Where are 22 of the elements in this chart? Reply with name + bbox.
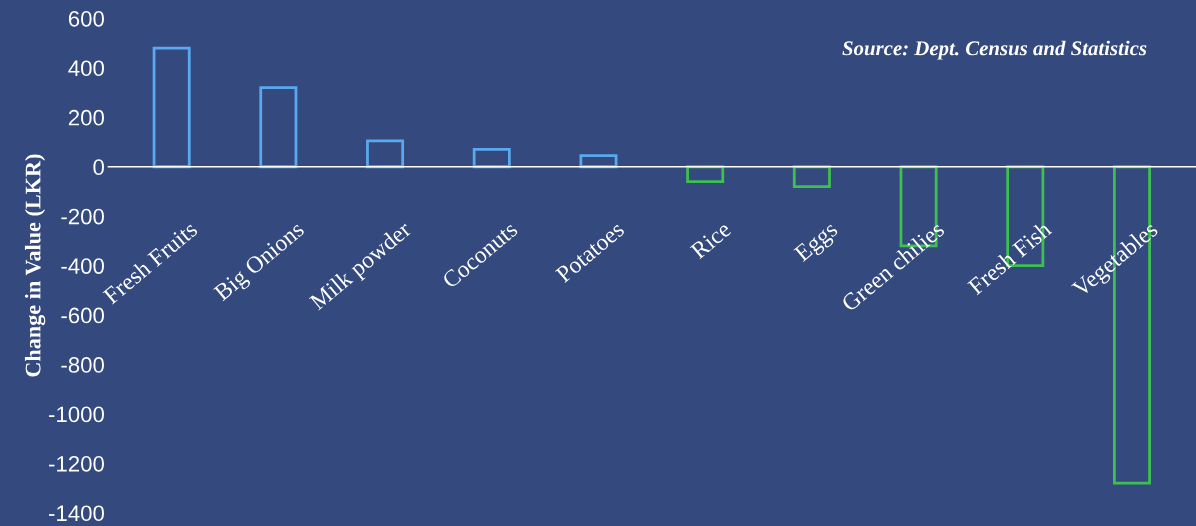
bar bbox=[366, 139, 405, 169]
y-tick-label: -200 bbox=[61, 208, 104, 225]
annotation: Source: Dept. Census and Statistics bbox=[842, 40, 1147, 60]
bar bbox=[472, 148, 511, 169]
y-tick-label: -1200 bbox=[49, 455, 104, 472]
y-tick-label: -600 bbox=[61, 307, 104, 324]
bar bbox=[259, 86, 298, 169]
y-tick-label: -1400 bbox=[49, 505, 104, 522]
y-tick-label: 200 bbox=[68, 109, 104, 126]
y-tick-label: 600 bbox=[68, 10, 104, 27]
bar bbox=[686, 165, 725, 183]
x-tick-label: Eggs bbox=[793, 220, 842, 266]
y-tick-label: 400 bbox=[68, 60, 104, 77]
y-axis-title: Change in Value (LKR) bbox=[24, 154, 46, 377]
x-tick-label: Fresh Fish bbox=[966, 219, 1053, 296]
x-tick-label: Rice bbox=[689, 220, 732, 260]
y-tick-label: 0 bbox=[93, 159, 104, 176]
bar bbox=[152, 46, 191, 169]
y-tick-label: -1000 bbox=[49, 406, 104, 423]
y-tick-label: -800 bbox=[61, 357, 104, 373]
y-tick-label: -400 bbox=[61, 258, 104, 274]
bar bbox=[792, 165, 831, 188]
